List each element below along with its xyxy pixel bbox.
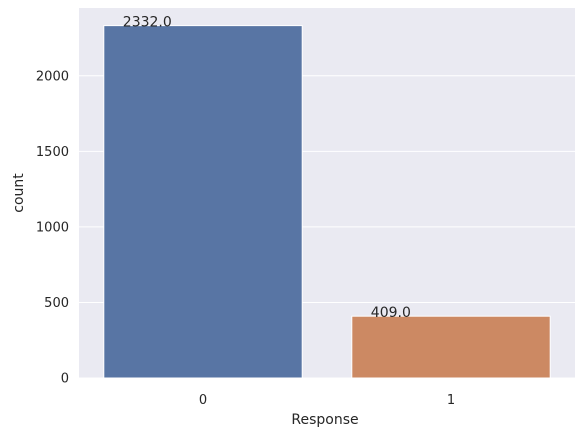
x-tick-label: 0 — [199, 393, 207, 408]
y-tick-label: 1500 — [36, 145, 69, 160]
y-axis-label: count — [11, 173, 27, 213]
y-tick-label: 0 — [61, 372, 69, 387]
y-tick-label: 500 — [44, 296, 69, 311]
bar-value-label: 409.0 — [371, 305, 411, 321]
bars — [103, 25, 551, 379]
data-labels: 2332.0 409.0 — [123, 15, 411, 322]
y-tick-labels: 0 500 1000 1500 2000 — [36, 69, 69, 386]
x-tick-label: 1 — [447, 393, 455, 408]
y-tick-label: 2000 — [36, 69, 69, 84]
bar-1 — [351, 315, 551, 379]
bar-0 — [103, 25, 303, 379]
y-tick-label: 1000 — [36, 220, 69, 235]
x-axis-label: Response — [291, 412, 358, 428]
bar-value-label: 2332.0 — [123, 15, 172, 31]
